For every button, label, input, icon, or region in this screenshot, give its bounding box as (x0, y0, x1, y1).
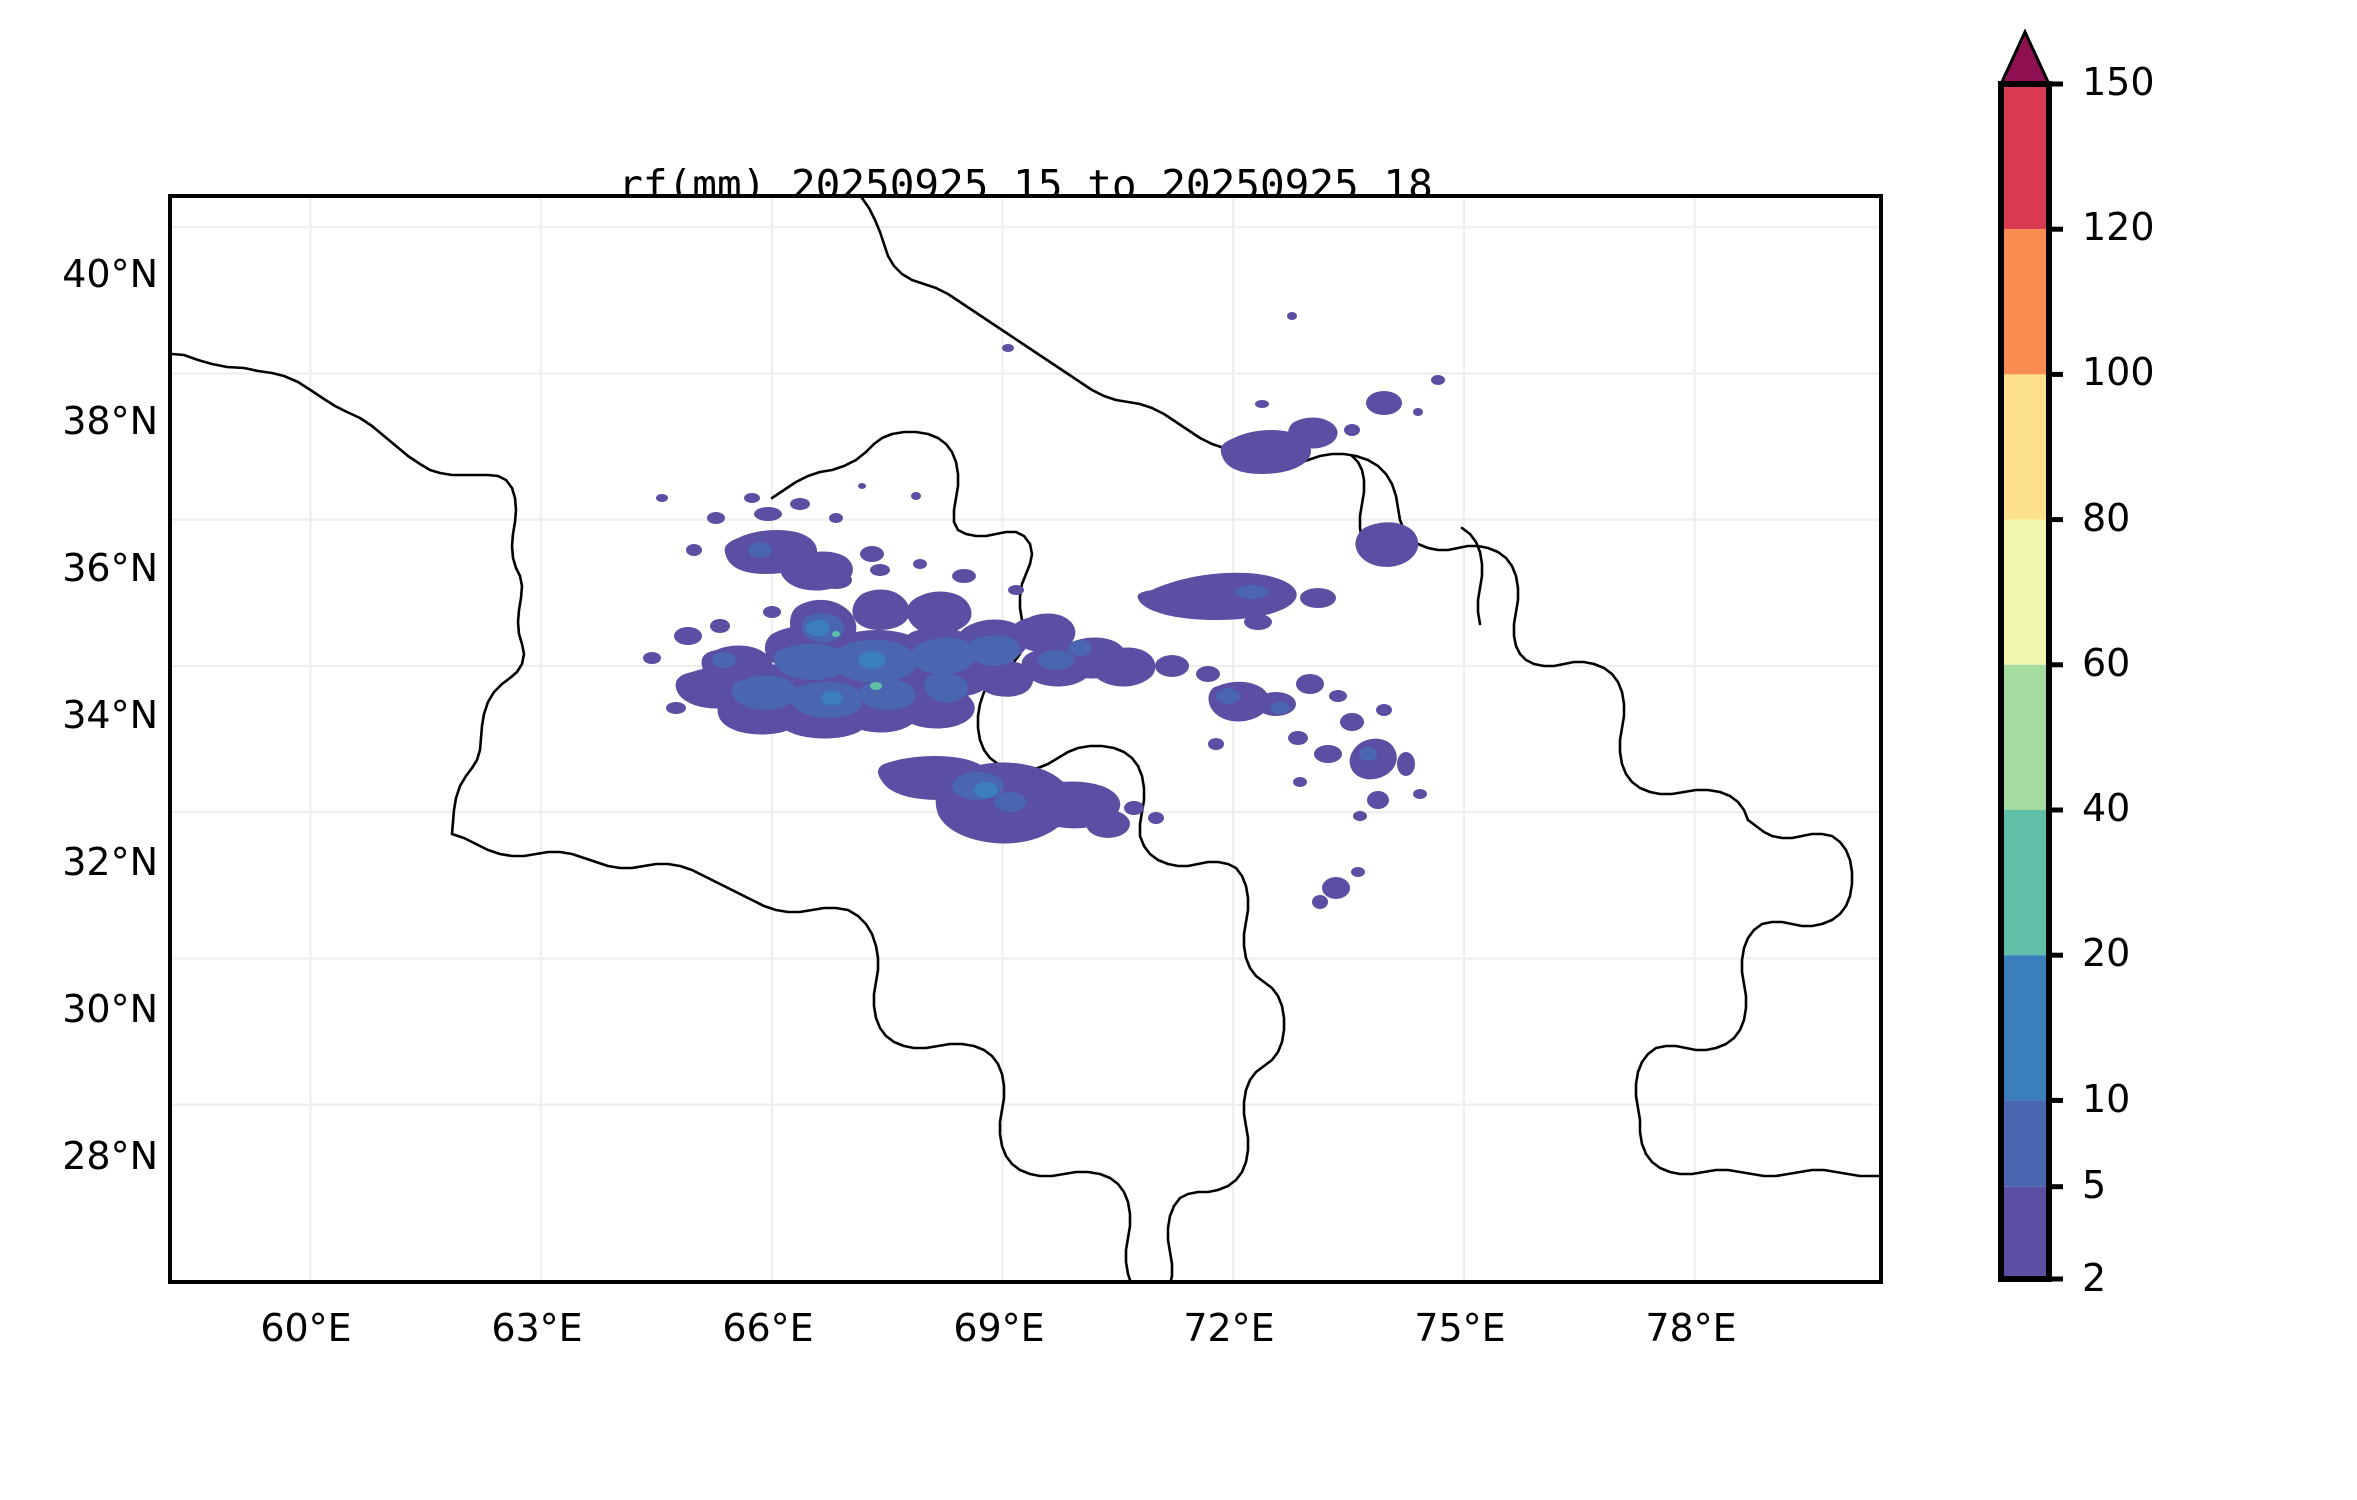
colorbar-band-20-40 (2001, 810, 2049, 956)
colorbar[interactable] (1998, 28, 2063, 1282)
ytick-label-36N: 36°N (62, 546, 158, 590)
xtick-label-75E: 75°E (1414, 1306, 1506, 1350)
map-canvas (172, 198, 1879, 1280)
colorbar-band-80-100 (2001, 374, 2049, 520)
xtick-label-63E: 63°E (491, 1306, 583, 1350)
colorbar-label-60: 60 (2082, 641, 2131, 685)
xtick-label-69E: 69°E (953, 1306, 1045, 1350)
colorbar-band-5-10 (2001, 1100, 2049, 1187)
map-plot-area (168, 194, 1883, 1284)
colorbar-label-5: 5 (2082, 1163, 2107, 1207)
colorbar-label-10: 10 (2082, 1077, 2131, 1121)
colorbar-extend-arrow (1998, 28, 2052, 86)
xtick-label-78E: 78°E (1645, 1306, 1737, 1350)
country-borders (172, 198, 1879, 1280)
colorbar-label-150: 150 (2082, 60, 2155, 104)
colorbar-canvas (1998, 28, 2063, 1282)
xtick-label-72E: 72°E (1183, 1306, 1275, 1350)
colorbar-label-20: 20 (2082, 931, 2131, 975)
gridlines (172, 198, 1879, 1280)
colorbar-band-10-20 (2001, 955, 2049, 1101)
ytick-label-28N: 28°N (62, 1134, 158, 1178)
xtick-label-60E: 60°E (260, 1306, 352, 1350)
colorbar-label-120: 120 (2082, 205, 2155, 249)
colorbar-ticks (2049, 81, 2063, 1282)
colorbar-label-40: 40 (2082, 786, 2131, 830)
ytick-label-32N: 32°N (62, 840, 158, 884)
colorbar-label-2: 2 (2082, 1256, 2107, 1300)
colorbar-outline (1998, 81, 2052, 1282)
colorbar-label-100: 100 (2082, 350, 2155, 394)
rainfall-contours (643, 312, 1445, 909)
xtick-label-66E: 66°E (722, 1306, 814, 1350)
colorbar-band-100-120 (2001, 229, 2049, 375)
ytick-label-34N: 34°N (62, 693, 158, 737)
ytick-label-38N: 38°N (62, 399, 158, 443)
colorbar-label-80: 80 (2082, 496, 2131, 540)
colorbar-band-60-80 (2001, 519, 2049, 665)
colorbar-band-2-5 (2001, 1186, 2049, 1279)
colorbar-band-40-60 (2001, 664, 2049, 810)
colorbar-band-120-150 (2001, 84, 2049, 230)
ytick-label-30N: 30°N (62, 987, 158, 1031)
ytick-label-40N: 40°N (62, 252, 158, 296)
